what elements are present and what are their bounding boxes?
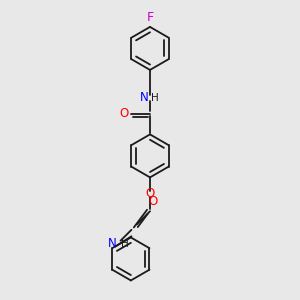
Text: O: O <box>146 187 154 200</box>
Text: O: O <box>148 195 158 208</box>
Text: O: O <box>120 107 129 120</box>
Text: F: F <box>146 11 154 24</box>
Text: N: N <box>140 91 148 104</box>
Text: H: H <box>121 238 128 249</box>
Text: H: H <box>152 93 159 103</box>
Text: N: N <box>108 237 117 250</box>
